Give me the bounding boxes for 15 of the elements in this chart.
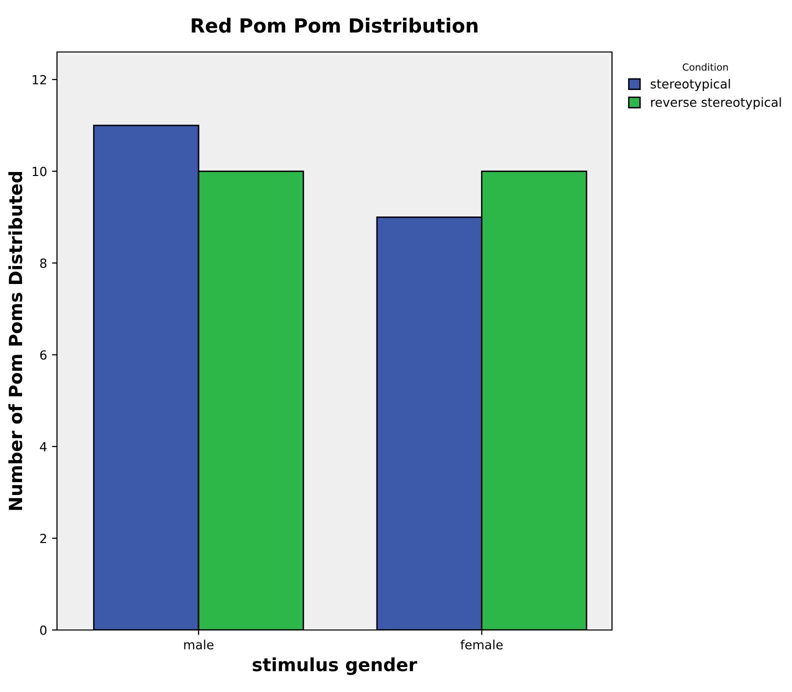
x-tick-label: male — [184, 640, 214, 650]
x-axis-title: stimulus gender — [252, 657, 418, 675]
y-tick-label: 10 — [32, 166, 46, 176]
y-tick-label: 8 — [40, 258, 46, 268]
legend-label: reverse stereotypical — [651, 97, 781, 110]
chart-title: Red Pom Pom Distribution — [192, 18, 478, 33]
y-axis-title: Number of Pom Poms Distributed — [8, 172, 22, 510]
y-tick-label: 2 — [40, 534, 46, 544]
y-tick-label: 12 — [32, 74, 46, 84]
legend-title: Condition — [682, 63, 728, 71]
legend-label: stereotypical — [650, 78, 730, 92]
y-tick-label: 0 — [40, 625, 46, 635]
y-tick-label: 4 — [40, 442, 47, 452]
y-tick-label: 6 — [40, 350, 46, 360]
x-tick-label: female — [460, 640, 503, 650]
